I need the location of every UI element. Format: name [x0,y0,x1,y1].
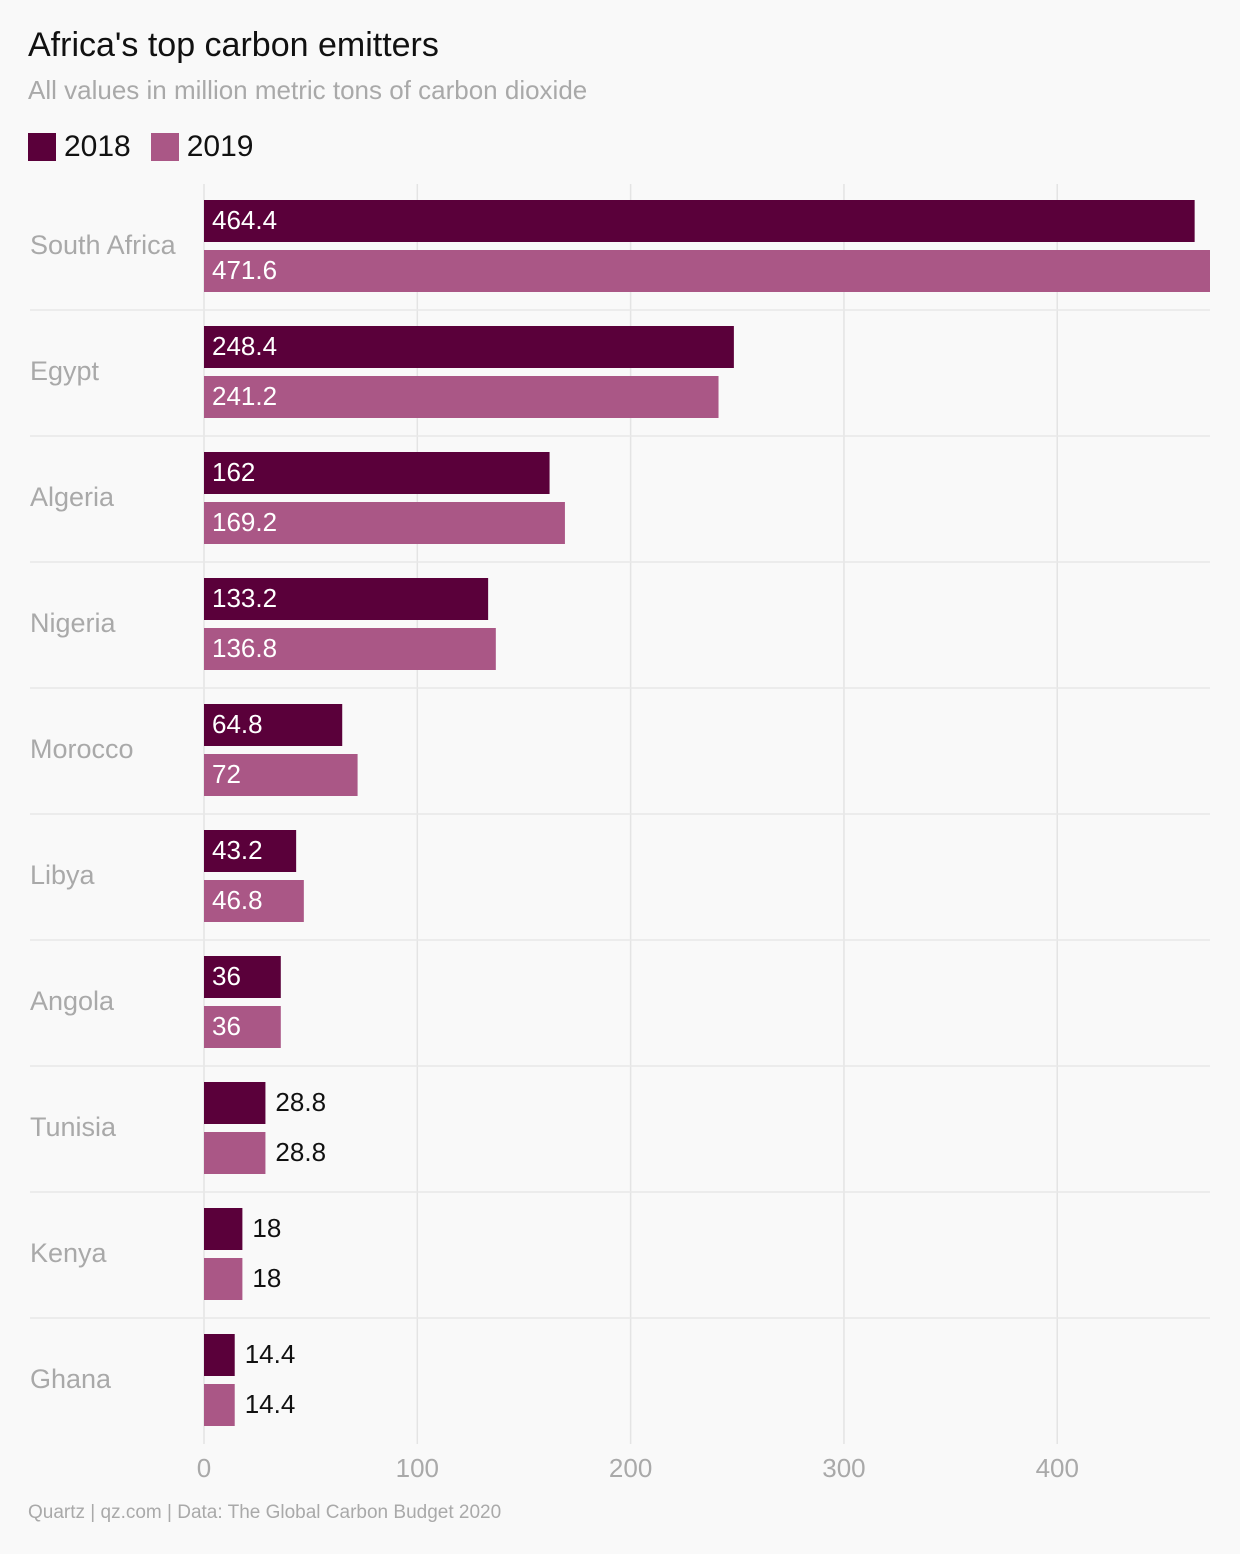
source-note: Quartz | qz.com | Data: The Global Carbo… [28,1502,502,1523]
legend-item-2018: 2018 [28,130,131,164]
data-label: 36 [212,1011,241,1041]
data-label: 169.2 [212,507,277,537]
category-label: Angola [30,986,115,1016]
data-label: 28.8 [275,1087,326,1117]
category-label: Kenya [30,1238,108,1268]
x-tick-label: 200 [609,1453,652,1483]
bar-2018 [204,1082,266,1124]
data-label: 241.2 [212,381,277,411]
data-label: 18 [252,1213,281,1243]
bar-2018 [204,200,1195,242]
x-tick-label: 400 [1036,1453,1079,1483]
data-label: 162 [212,457,255,487]
category-label: Tunisia [30,1112,117,1142]
legend-item-2019: 2019 [150,130,254,164]
bar-2018 [204,578,489,620]
bar-2019 [204,754,358,796]
x-tick-label: 100 [396,1453,439,1483]
data-label: 64.8 [212,709,263,739]
bar-2018 [204,1208,243,1250]
data-label: 43.2 [212,835,263,865]
data-label: 14.4 [245,1389,296,1419]
data-label: 18 [252,1263,281,1293]
data-label: 136.8 [212,633,277,663]
legend-label-2018: 2018 [64,130,131,163]
category-label: Algeria [30,482,115,512]
chart-subtitle: All values in million metric tons of car… [28,75,588,105]
legend-label-2019: 2019 [186,130,254,163]
bar-2018 [204,326,734,368]
category-label: Egypt [30,356,100,386]
bar-2019 [204,1132,266,1174]
bar-2018 [204,704,343,746]
bar-2018 [204,956,281,998]
data-label: 28.8 [275,1137,326,1167]
bar-2019 [204,376,719,418]
bar-2018 [204,830,297,872]
legend: 2018 2019 [28,128,274,166]
bar-2018 [204,1334,235,1376]
data-label: 14.4 [245,1339,296,1369]
category-label: Libya [30,860,96,890]
chart-title: Africa's top carbon emitters [28,26,439,64]
data-label: 248.4 [212,331,277,361]
bar-2019 [204,628,496,670]
bar-2019 [204,502,565,544]
data-label: 46.8 [212,885,263,915]
category-label: Ghana [30,1364,112,1394]
data-label: 36 [212,961,241,991]
category-label: Nigeria [30,608,117,638]
category-label: Morocco [30,734,134,764]
data-label: 464.4 [212,205,277,235]
bar-2018 [204,452,550,494]
legend-swatch-2018 [28,133,56,161]
category-label: South Africa [30,230,177,260]
x-tick-label: 300 [822,1453,865,1483]
legend-swatch-2019 [150,133,179,161]
bar-2019 [204,1384,235,1426]
data-label: 72 [212,759,241,789]
bar-2019 [204,1258,243,1300]
bar-2019 [204,880,304,922]
data-label: 471.6 [212,255,277,285]
x-tick-label: 0 [197,1453,211,1483]
bar-2019 [204,250,1210,292]
bar-2019 [204,1006,281,1048]
data-label: 133.2 [212,583,277,613]
